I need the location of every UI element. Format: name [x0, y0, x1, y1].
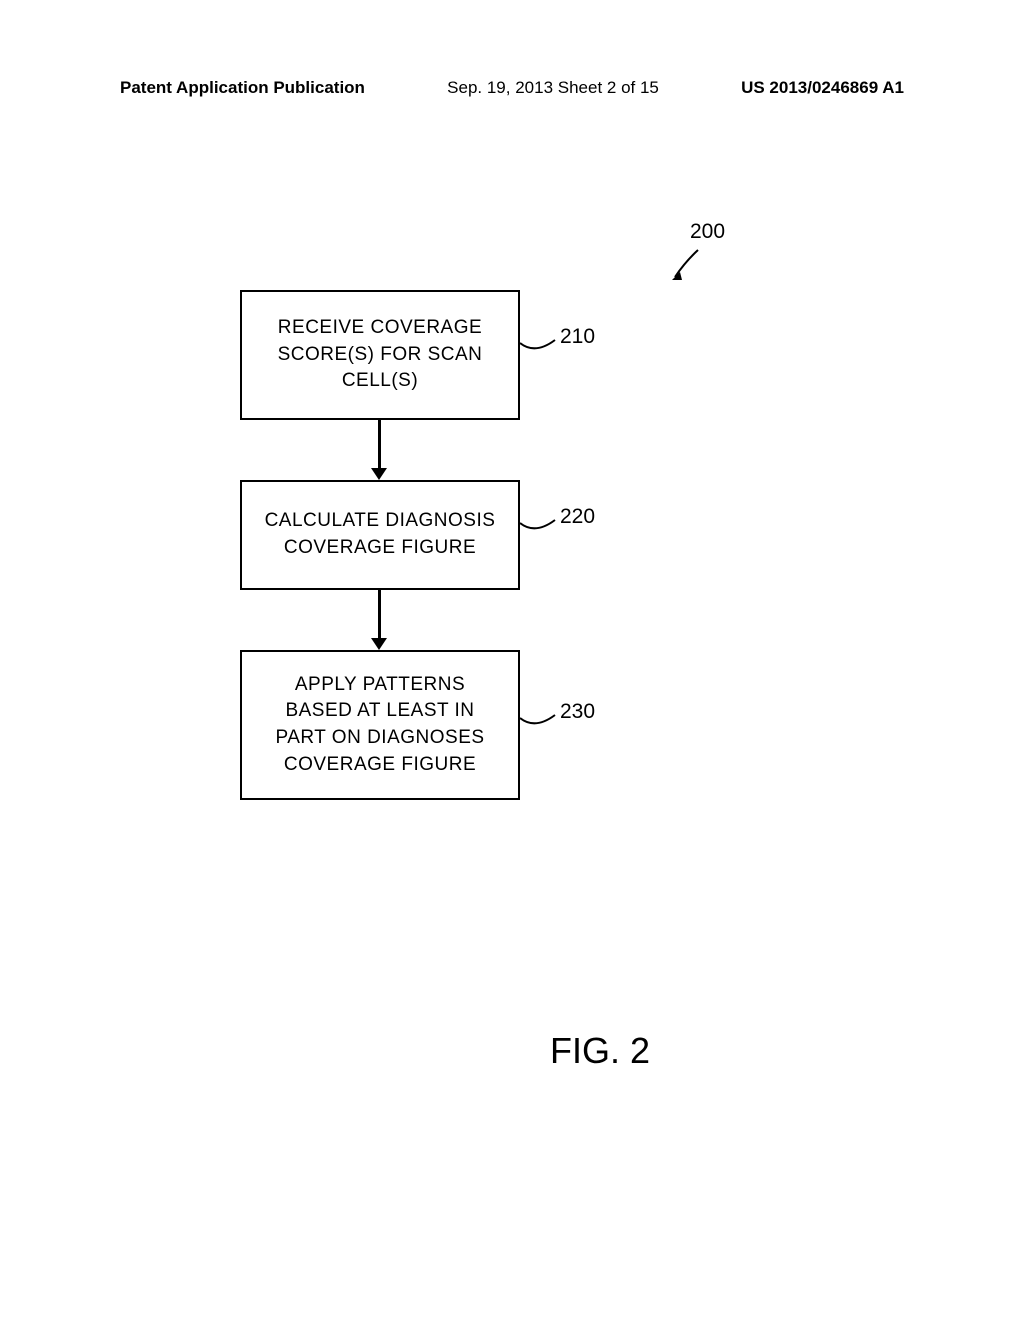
ref-label-230: 230	[560, 700, 595, 724]
box-1-line-1: RECEIVE COVERAGE	[278, 315, 482, 342]
box-3-line-4: COVERAGE FIGURE	[284, 752, 476, 779]
ref-label-220: 220	[560, 505, 595, 529]
box-2-line-2: COVERAGE FIGURE	[284, 535, 476, 562]
figure-label: FIG. 2	[550, 1030, 650, 1072]
arrow-1	[378, 420, 381, 470]
ref-label-200: 200	[690, 220, 725, 244]
publication-type: Patent Application Publication	[120, 78, 365, 98]
ref-label-210: 210	[560, 325, 595, 349]
box-3-line-3: PART ON DIAGNOSES	[275, 725, 484, 752]
box-1-line-3: CELL(S)	[342, 368, 418, 395]
arrowhead-2	[371, 638, 387, 650]
box-1-line-2: SCORE(S) FOR SCAN	[278, 342, 483, 369]
arrow-2	[378, 590, 381, 640]
flowchart-box-1: RECEIVE COVERAGE SCORE(S) FOR SCAN CELL(…	[240, 290, 520, 420]
patent-header: Patent Application Publication Sep. 19, …	[0, 78, 1024, 98]
date-sheet-info: Sep. 19, 2013 Sheet 2 of 15	[447, 78, 659, 98]
box-2-line-1: CALCULATE DIAGNOSIS	[265, 508, 496, 535]
flowchart-box-2: CALCULATE DIAGNOSIS COVERAGE FIGURE	[240, 480, 520, 590]
box-3-line-2: BASED AT LEAST IN	[285, 698, 474, 725]
publication-number: US 2013/0246869 A1	[741, 78, 904, 98]
arrowhead-1	[371, 468, 387, 480]
box-3-line-1: APPLY PATTERNS	[295, 672, 465, 699]
flowchart-box-3: APPLY PATTERNS BASED AT LEAST IN PART ON…	[240, 650, 520, 800]
